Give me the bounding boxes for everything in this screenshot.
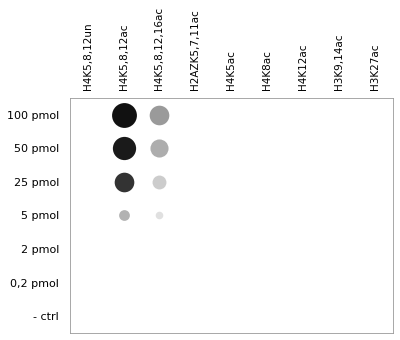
Point: [156, 212, 163, 218]
Point: [120, 112, 127, 117]
Point: [120, 146, 127, 151]
Point: [156, 179, 163, 185]
Point: [120, 179, 127, 185]
Point: [156, 146, 163, 151]
Point: [156, 112, 163, 117]
Point: [120, 212, 127, 218]
